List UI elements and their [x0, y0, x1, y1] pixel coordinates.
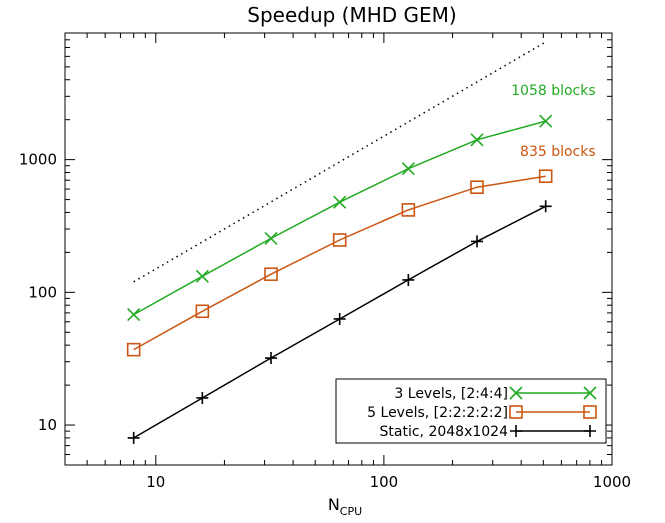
data-point — [471, 134, 483, 146]
series-line — [134, 121, 546, 315]
data-point — [334, 196, 346, 208]
plus-marker — [402, 274, 414, 286]
y-tick-label: 100 — [28, 283, 57, 301]
x-axis-label-main: N — [328, 495, 340, 514]
legend: 3 Levels, [2:4:4] 5 Levels, [2:2:2:2:2] St… — [336, 379, 606, 443]
x-marker — [128, 309, 140, 321]
plus-marker — [334, 313, 346, 325]
data-point — [334, 313, 346, 325]
x-marker — [471, 134, 483, 146]
data-point — [128, 344, 140, 356]
series-2 — [128, 170, 552, 355]
data-point — [540, 115, 552, 127]
x-marker — [265, 232, 277, 244]
x-tick-label: 1000 — [593, 473, 631, 491]
data-point — [128, 309, 140, 321]
x-marker — [334, 196, 346, 208]
data-point — [196, 270, 208, 282]
legend-label: 5 Levels, [2:2:2:2:2] — [367, 405, 508, 421]
plus-marker — [128, 432, 140, 444]
series-annotation: 835 blocks — [520, 144, 596, 160]
data-point — [196, 392, 208, 404]
y-tick-label: 10 — [38, 416, 57, 434]
data-point — [265, 232, 277, 244]
x-marker — [540, 115, 552, 127]
series-1 — [128, 115, 552, 320]
data-point — [265, 352, 277, 364]
legend-label: 3 Levels, [2:4:4] — [394, 386, 508, 402]
data-point — [402, 163, 414, 175]
y-tick-label: 1000 — [19, 151, 57, 169]
x-marker — [196, 270, 208, 282]
plus-marker — [471, 235, 483, 247]
plus-marker — [265, 352, 277, 364]
plus-marker — [540, 200, 552, 212]
square-marker — [128, 344, 140, 356]
series-annotation: 1058 blocks — [511, 83, 596, 99]
x-axis-label-subscript: CPU — [340, 505, 362, 518]
data-point — [471, 235, 483, 247]
x-tick-label: 100 — [370, 473, 399, 491]
x-marker — [402, 163, 414, 175]
data-point — [540, 200, 552, 212]
data-point — [128, 432, 140, 444]
data-point — [402, 274, 414, 286]
legend-label: Static, 2048x1024 — [380, 424, 509, 440]
plus-marker — [196, 392, 208, 404]
series-annotations: 1058 blocks 835 blocks — [511, 83, 596, 160]
chart-title: Speedup (MHD GEM) — [247, 3, 456, 27]
x-axis-label: NCPU — [328, 495, 362, 518]
x-tick-label: 10 — [146, 473, 165, 491]
